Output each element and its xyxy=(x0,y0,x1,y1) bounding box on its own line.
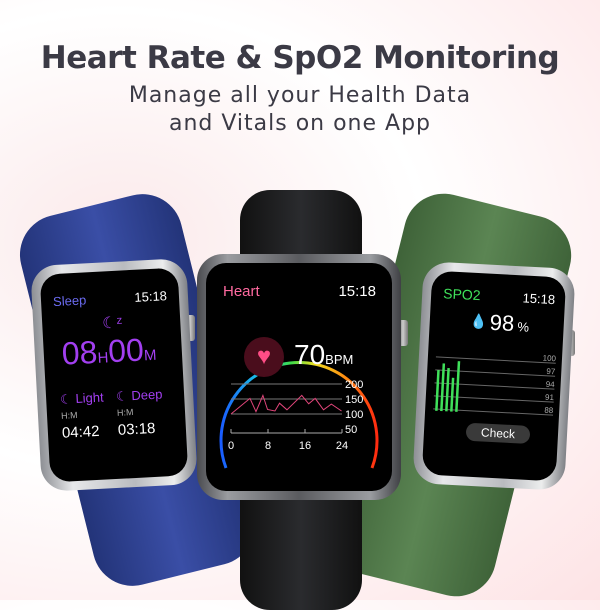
drop-icon: 💧 xyxy=(469,312,488,330)
left-watch-case: Sleep 15:18 ☾ᶻ 08H00M ☾ Light ☾ Deep H:M… xyxy=(30,258,198,492)
time: 15:18 xyxy=(522,290,556,308)
spo2-bar xyxy=(440,363,446,412)
spo2-chart: 100 97 94 91 88 xyxy=(433,354,557,416)
spo2-screen: SPO2 15:18 💧 98 % 100 97 94 91 88 Check xyxy=(421,270,567,482)
bpm-value: 70BPM xyxy=(294,339,354,370)
x-tick-label: 0 xyxy=(228,440,234,452)
spo2-label: SPO2 xyxy=(442,285,481,304)
y-tick-label: 50 xyxy=(345,424,357,436)
gridline xyxy=(433,395,554,403)
gridline xyxy=(433,408,554,416)
x-tick-label: 24 xyxy=(336,440,348,452)
deep-sleep-label: ☾ Deep xyxy=(115,386,163,404)
heart-icon: ♥ xyxy=(244,337,284,377)
crown-button[interactable] xyxy=(398,320,408,346)
crown-button[interactable] xyxy=(185,315,195,341)
time: 15:18 xyxy=(134,288,168,305)
heart-rate-line xyxy=(230,393,342,415)
y-tick-label: 150 xyxy=(345,394,363,406)
light-sleep-label: ☾ Light xyxy=(59,389,105,407)
heart-screen: Heart 15:18 200 150 100 50 0 8 16 24 ♥ 70BPM xyxy=(206,263,392,491)
time: 15:18 xyxy=(338,283,376,300)
deep-value: 03:18 xyxy=(117,419,156,439)
spo2-bar xyxy=(435,370,440,411)
sleep-label: Sleep xyxy=(52,292,87,310)
heart-label: Heart xyxy=(223,283,260,300)
sleep-duration: 08H00M xyxy=(60,331,158,372)
deep-unit: H:M xyxy=(116,407,134,418)
subtitle-line-1: Manage all your Health Data xyxy=(128,83,472,108)
y-tick-label: 200 xyxy=(345,379,363,391)
spo2-value: 98 % xyxy=(489,309,530,336)
moon-zzz-icon: ☾ᶻ xyxy=(101,314,123,333)
light-unit: H:M xyxy=(60,409,78,421)
page-title: Heart Rate & SpO2 Monitoring xyxy=(40,40,560,76)
light-value: 04:42 xyxy=(61,422,100,442)
gridline xyxy=(435,369,556,377)
check-button[interactable]: Check xyxy=(465,422,531,444)
gridline xyxy=(434,382,555,390)
spo2-bar xyxy=(450,377,455,412)
color-arc xyxy=(219,361,379,469)
y-tick-label: 100 xyxy=(345,409,363,421)
x-tick-label: 8 xyxy=(265,440,271,452)
sleep-screen: Sleep 15:18 ☾ᶻ 08H00M ☾ Light ☾ Deep H:M… xyxy=(39,267,189,483)
spo2-bar xyxy=(455,361,461,412)
right-watch-case: SPO2 15:18 💧 98 % 100 97 94 91 88 Check xyxy=(412,261,576,491)
heart-rate-chart: 200 150 100 50 0 8 16 24 xyxy=(219,361,379,469)
y-tick-label: 88 xyxy=(544,406,554,415)
y-tick-label: 100 xyxy=(542,354,556,364)
y-tick-label: 91 xyxy=(545,393,555,402)
gridline xyxy=(435,356,556,364)
y-tick-label: 94 xyxy=(545,380,555,389)
x-tick-label: 16 xyxy=(299,440,311,452)
center-watch-case: Heart 15:18 200 150 100 50 0 8 16 24 ♥ 70BPM xyxy=(197,254,401,500)
subtitle-line-2: and Vitals on one App xyxy=(168,111,432,136)
spo2-bar xyxy=(445,367,450,412)
y-tick-label: 97 xyxy=(546,367,556,376)
